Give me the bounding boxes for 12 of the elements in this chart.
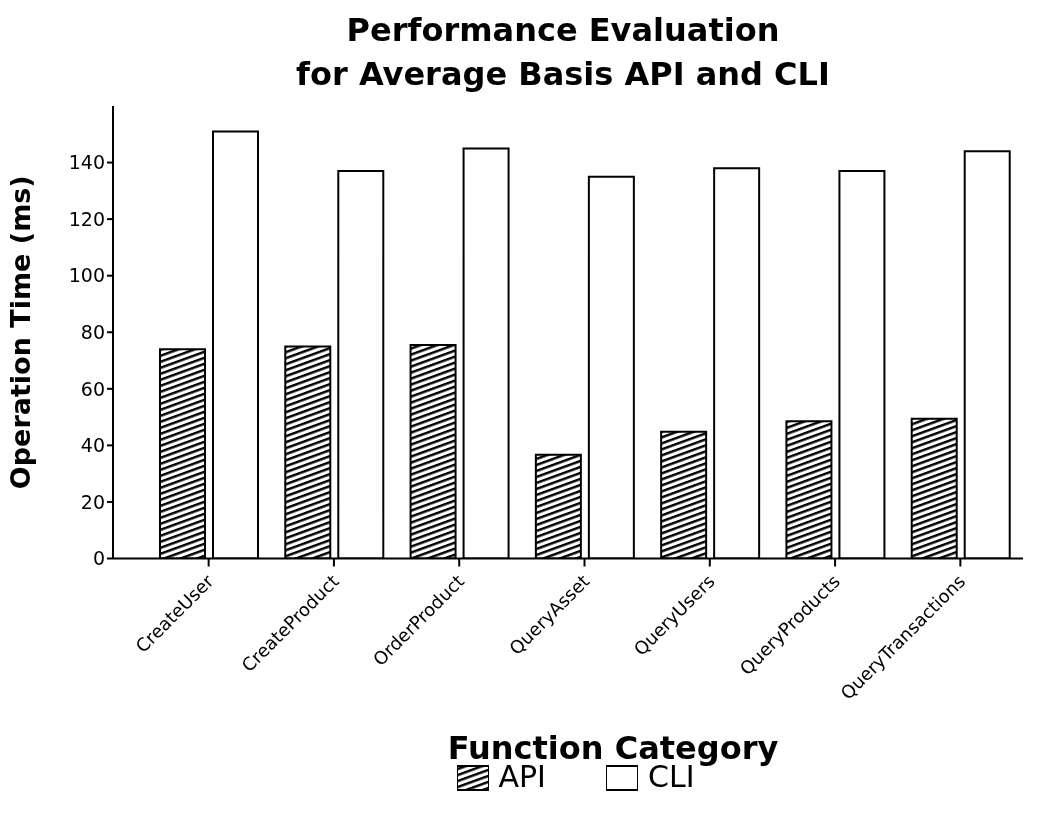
y-tick-label: 0 [92, 547, 105, 570]
y-tick-label: 80 [80, 320, 105, 343]
y-tick-label: 60 [80, 377, 105, 400]
y-tick-label: 120 [68, 207, 105, 230]
y-axis-title: Operation Time (ms) [4, 175, 36, 490]
legend-label: CLI [647, 758, 695, 794]
y-tick-label: 40 [80, 434, 105, 457]
y-tick-label: 140 [68, 151, 105, 174]
chart-title: Performance Evaluation for Average Basis API and CLI [295, 10, 831, 95]
legend-label: API [498, 758, 546, 794]
y-tick-label: 20 [80, 490, 105, 513]
y-tick-label: 100 [68, 264, 105, 287]
